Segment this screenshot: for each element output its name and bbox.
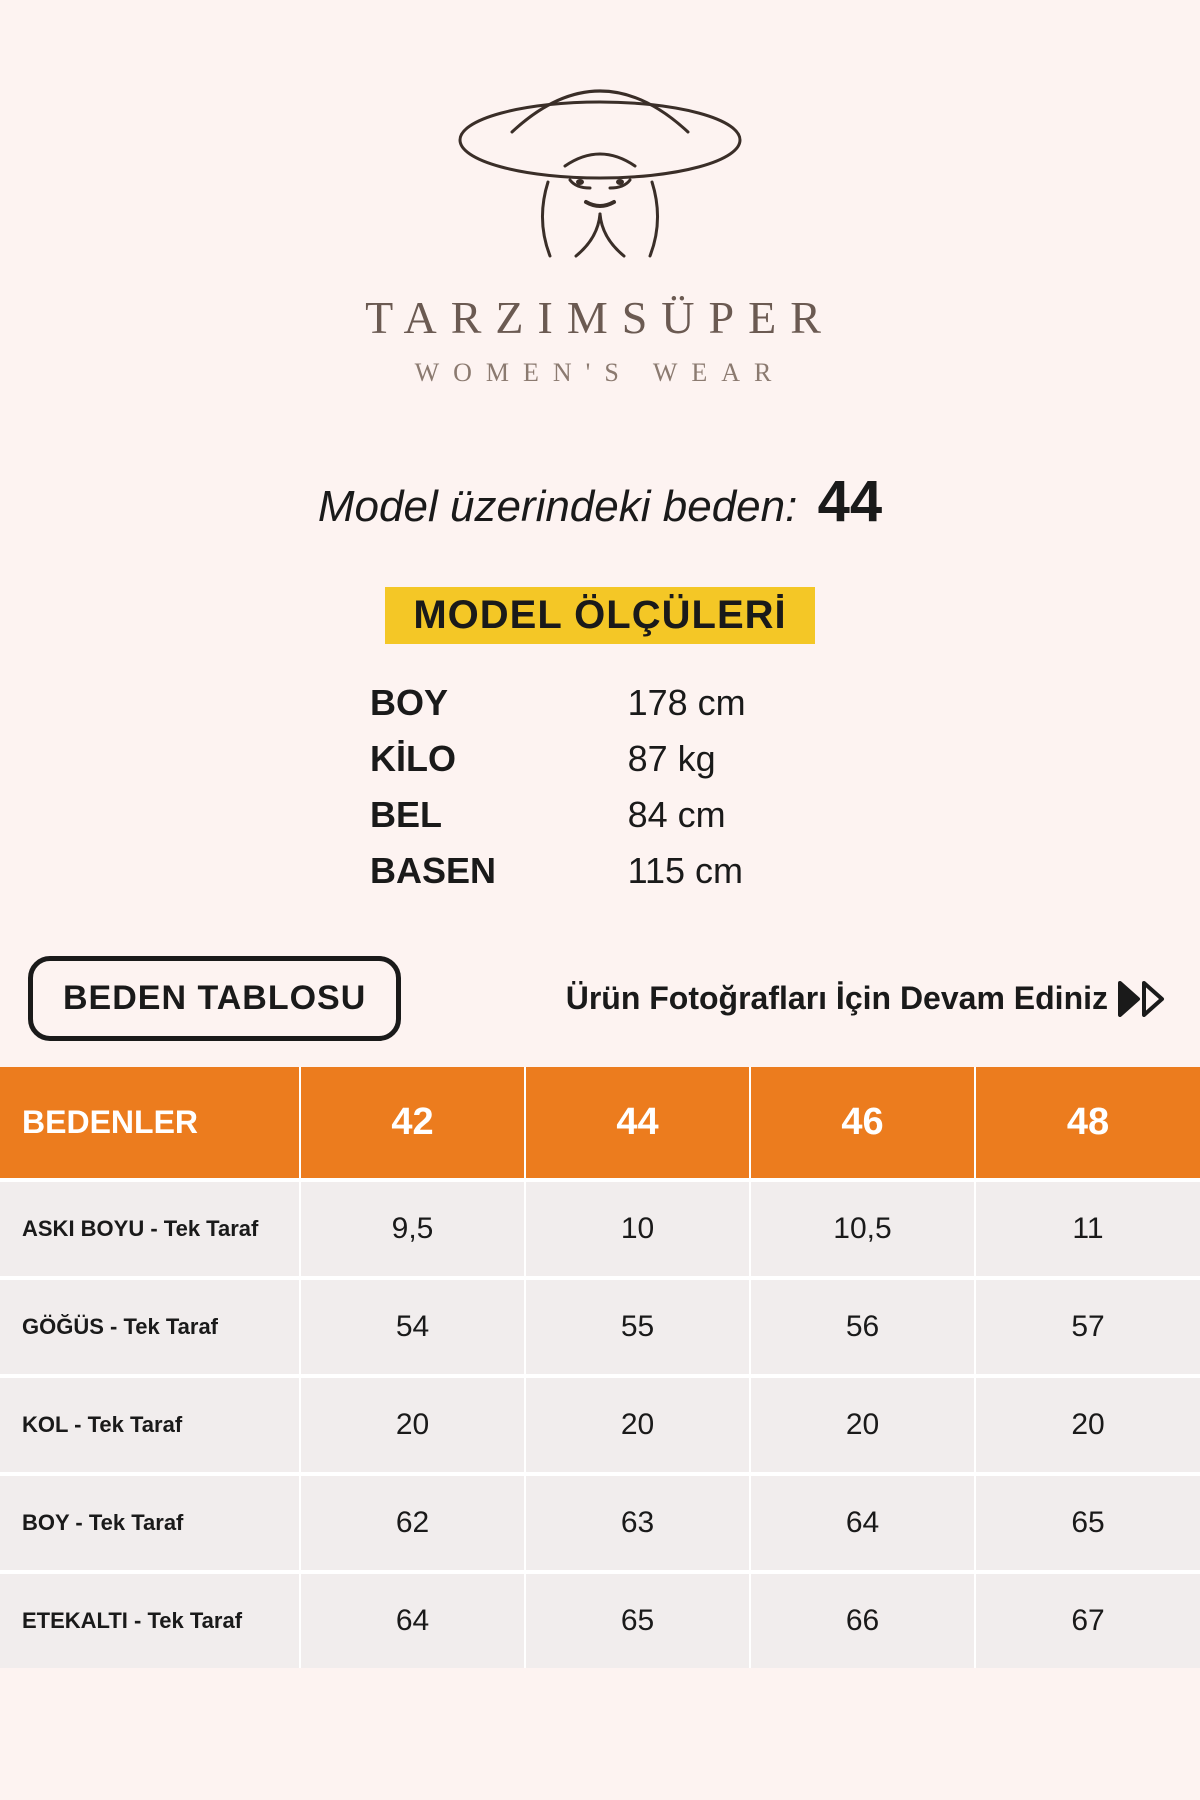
table-row: BOY - Tek Taraf62636465 bbox=[0, 1474, 1200, 1572]
measure-value: 84 cm bbox=[628, 794, 830, 836]
cell-value: 10,5 bbox=[750, 1180, 975, 1278]
size-table-button: BEDEN TABLOSU bbox=[28, 956, 401, 1041]
cell-value: 20 bbox=[300, 1376, 525, 1474]
table-row: GÖĞÜS - Tek Taraf54555657 bbox=[0, 1278, 1200, 1376]
size-header: 48 bbox=[975, 1067, 1200, 1180]
measure-key: BASEN bbox=[370, 850, 628, 892]
table-row: ASKI BOYU - Tek Taraf9,51010,511 bbox=[0, 1180, 1200, 1278]
cell-value: 20 bbox=[525, 1376, 750, 1474]
size-header: 46 bbox=[750, 1067, 975, 1180]
brand-subtitle: WOMEN'S WEAR bbox=[0, 358, 1200, 388]
row-label: KOL - Tek Taraf bbox=[0, 1376, 300, 1474]
measure-row: BASEN 115 cm bbox=[370, 850, 830, 892]
cell-value: 66 bbox=[750, 1572, 975, 1668]
model-size-label: Model üzerindeki beden: bbox=[318, 482, 797, 531]
brand-logo-icon bbox=[450, 70, 750, 260]
measure-row: KİLO 87 kg bbox=[370, 738, 830, 780]
cell-value: 57 bbox=[975, 1278, 1200, 1376]
continue-label: Ürün Fotoğrafları İçin Devam Ediniz bbox=[566, 980, 1108, 1017]
cell-value: 20 bbox=[750, 1376, 975, 1474]
model-measures-title: MODEL ÖLÇÜLERİ bbox=[385, 587, 814, 644]
size-header-first: BEDENLER bbox=[0, 1067, 300, 1180]
size-header: 42 bbox=[300, 1067, 525, 1180]
row-label: ASKI BOYU - Tek Taraf bbox=[0, 1180, 300, 1278]
measure-value: 87 kg bbox=[628, 738, 830, 780]
continue-text: Ürün Fotoğrafları İçin Devam Ediniz bbox=[566, 980, 1172, 1017]
cell-value: 55 bbox=[525, 1278, 750, 1376]
cell-value: 63 bbox=[525, 1474, 750, 1572]
cell-value: 9,5 bbox=[300, 1180, 525, 1278]
cell-value: 67 bbox=[975, 1572, 1200, 1668]
measure-value: 178 cm bbox=[628, 682, 830, 724]
size-table-header-row: BEDENLER 42 44 46 48 bbox=[0, 1067, 1200, 1180]
measure-key: BEL bbox=[370, 794, 628, 836]
table-row: KOL - Tek Taraf20202020 bbox=[0, 1376, 1200, 1474]
cell-value: 11 bbox=[975, 1180, 1200, 1278]
measure-key: BOY bbox=[370, 682, 628, 724]
cell-value: 65 bbox=[525, 1572, 750, 1668]
model-size-value: 44 bbox=[818, 469, 883, 534]
brand-name: TARZIMSÜPER bbox=[0, 291, 1200, 344]
forward-icon bbox=[1118, 981, 1172, 1017]
model-size-line: Model üzerindeki beden: 44 bbox=[0, 468, 1200, 535]
model-measures-grid: BOY 178 cm KİLO 87 kg BEL 84 cm BASEN 11… bbox=[370, 682, 830, 892]
cell-value: 62 bbox=[300, 1474, 525, 1572]
measure-key: KİLO bbox=[370, 738, 628, 780]
model-measures-title-wrap: MODEL ÖLÇÜLERİ bbox=[0, 587, 1200, 644]
size-header: 44 bbox=[525, 1067, 750, 1180]
measure-row: BEL 84 cm bbox=[370, 794, 830, 836]
cell-value: 65 bbox=[975, 1474, 1200, 1572]
table-header-row: BEDEN TABLOSU Ürün Fotoğrafları İçin Dev… bbox=[0, 956, 1200, 1041]
row-label: ETEKALTI - Tek Taraf bbox=[0, 1572, 300, 1668]
cell-value: 20 bbox=[975, 1376, 1200, 1474]
cell-value: 10 bbox=[525, 1180, 750, 1278]
measure-value: 115 cm bbox=[628, 850, 830, 892]
brand-header: TARZIMSÜPER WOMEN'S WEAR bbox=[0, 0, 1200, 388]
cell-value: 64 bbox=[750, 1474, 975, 1572]
cell-value: 54 bbox=[300, 1278, 525, 1376]
row-label: BOY - Tek Taraf bbox=[0, 1474, 300, 1572]
size-table-body: ASKI BOYU - Tek Taraf9,51010,511GÖĞÜS - … bbox=[0, 1180, 1200, 1668]
size-table: BEDENLER 42 44 46 48 ASKI BOYU - Tek Tar… bbox=[0, 1067, 1200, 1668]
row-label: GÖĞÜS - Tek Taraf bbox=[0, 1278, 300, 1376]
cell-value: 64 bbox=[300, 1572, 525, 1668]
cell-value: 56 bbox=[750, 1278, 975, 1376]
table-row: ETEKALTI - Tek Taraf64656667 bbox=[0, 1572, 1200, 1668]
measure-row: BOY 178 cm bbox=[370, 682, 830, 724]
